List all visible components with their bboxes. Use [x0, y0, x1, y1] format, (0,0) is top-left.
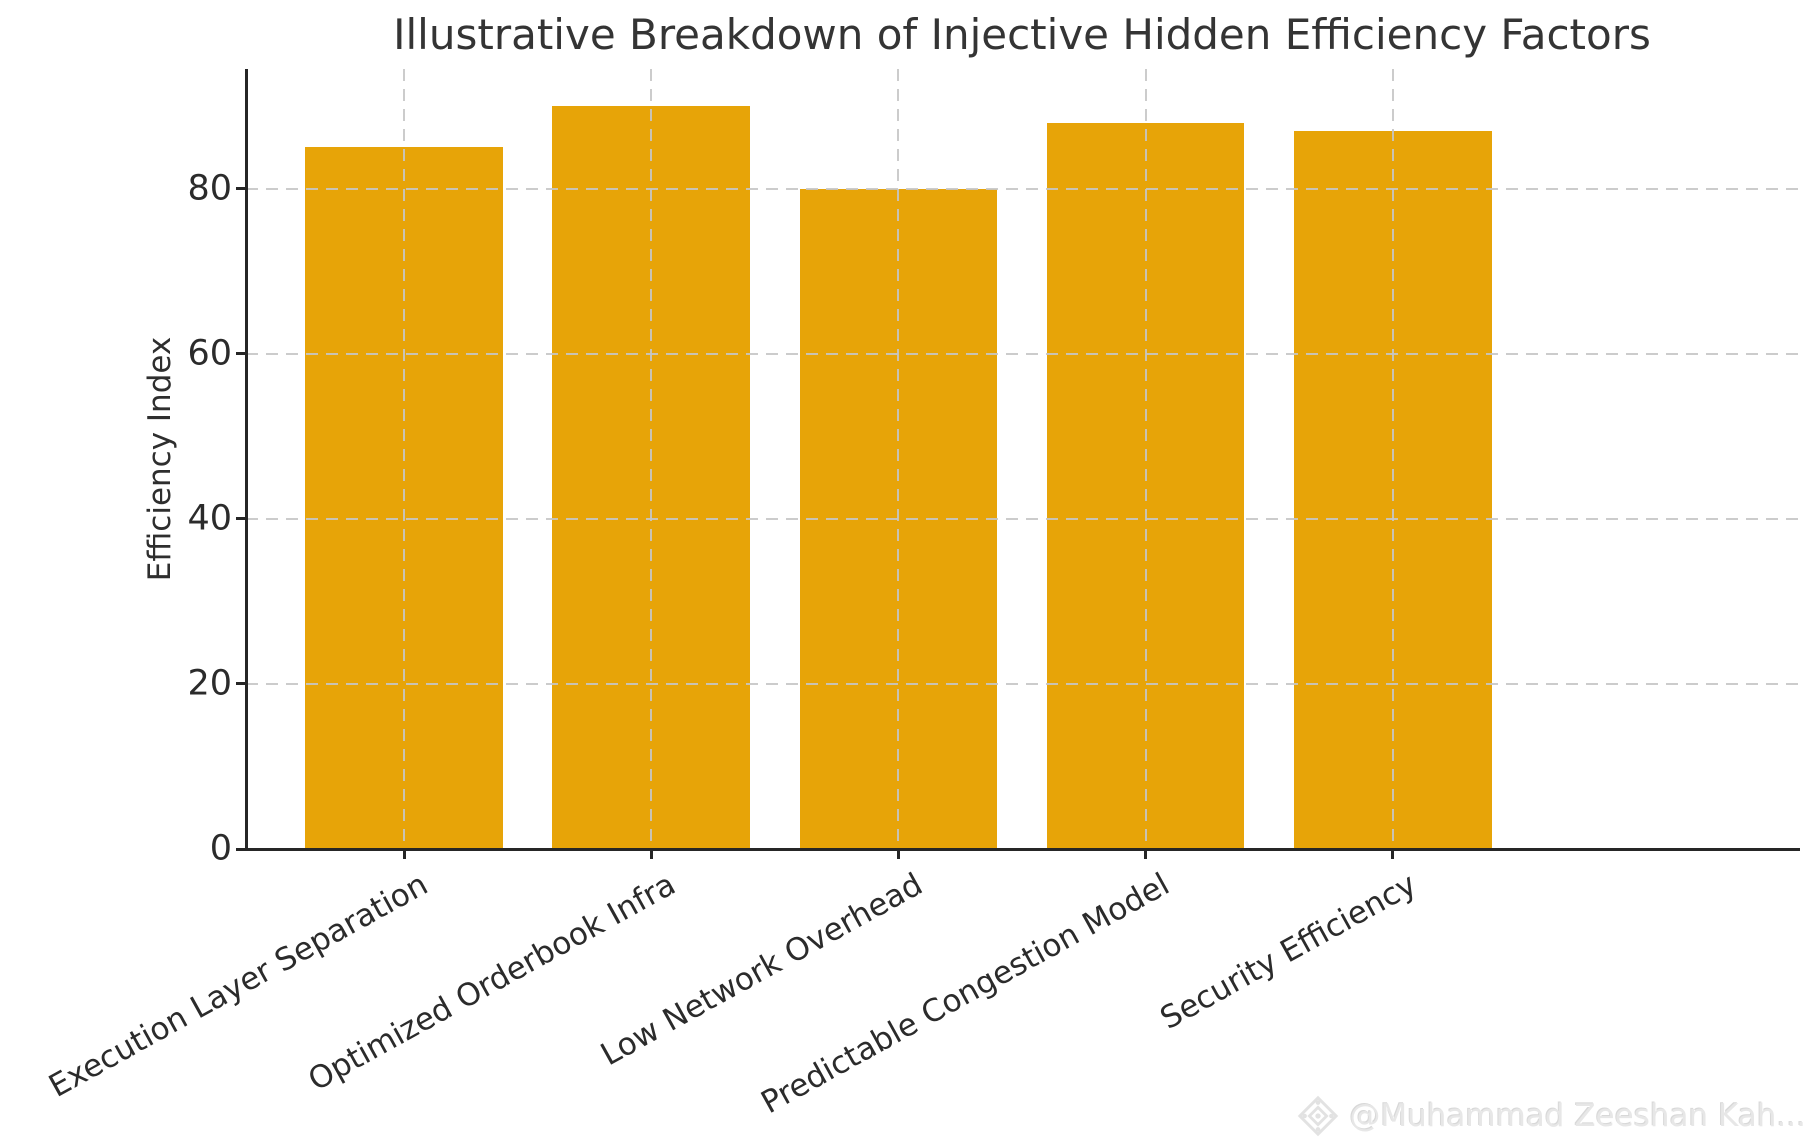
x-tick-mark [1391, 849, 1395, 859]
y-tick-label: 80 [187, 168, 232, 209]
x-tick-mark [649, 849, 653, 859]
h-gridline [246, 187, 1798, 190]
v-gridline [1391, 69, 1394, 849]
h-gridline [246, 682, 1798, 685]
y-tick-label: 60 [187, 333, 232, 374]
ornamental-diamond-icon [1298, 1095, 1339, 1137]
h-gridline [246, 352, 1798, 355]
y-tick-mark [236, 352, 246, 356]
x-tick-mark [896, 849, 900, 859]
y-tick-mark [236, 517, 246, 521]
v-gridline [897, 69, 900, 849]
x-axis-spine [244, 847, 1800, 851]
watermark: @Muhammad Zeeshan Kah... [1296, 1094, 1806, 1138]
x-tick-label: Security Efficiency [1154, 866, 1423, 1037]
x-tick-mark [1144, 849, 1148, 859]
y-axis-spine [244, 69, 248, 851]
y-tick-mark [236, 847, 246, 851]
y-axis-label: Efficiency Index [142, 336, 178, 582]
x-tick-label: Predictable Congestion Model [755, 866, 1176, 1122]
v-gridline [650, 69, 653, 849]
x-tick-label: Execution Layer Separation [43, 866, 435, 1105]
y-tick-label: 40 [187, 498, 232, 539]
y-tick-mark [236, 187, 246, 191]
v-gridline [403, 69, 406, 849]
v-gridline [1144, 69, 1147, 849]
y-tick-label: 20 [187, 663, 232, 704]
h-gridline [246, 517, 1798, 520]
y-tick-label: 0 [209, 828, 232, 869]
x-tick-mark [402, 849, 406, 859]
plot-area [246, 69, 1798, 849]
chart-title: Illustrative Breakdown of Injective Hidd… [393, 10, 1651, 59]
watermark-text: @Muhammad Zeeshan Kah... [1349, 1098, 1806, 1134]
y-tick-mark [236, 682, 246, 686]
